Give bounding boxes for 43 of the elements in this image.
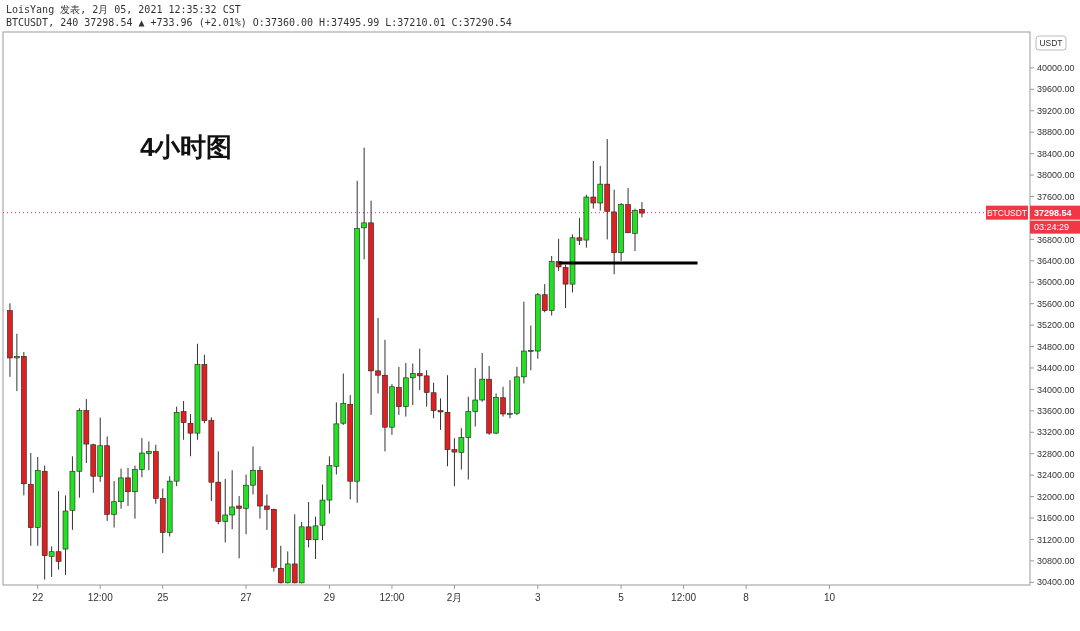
x-tick-label: 29	[323, 592, 336, 603]
x-tick-label: 25	[157, 592, 169, 603]
text: 4小时图	[140, 132, 233, 162]
ref-line-label: 37298.54	[1034, 207, 1072, 218]
y-tick-label: 34800.00	[1037, 341, 1075, 352]
y-tick-label: 36400.00	[1037, 255, 1075, 266]
x-tick-label: 12:00	[379, 592, 405, 603]
x-tick-label: 12:00	[87, 592, 114, 603]
y-tick-label: 35600.00	[1037, 298, 1075, 309]
y-tick-label: 30800.00	[1037, 556, 1075, 567]
y-tick-label: 30400.00	[1037, 577, 1075, 588]
chart-subtitle: BTCUSDT, 240 37298.54 ▲ +733.96 (+2.01%) O:37360.00 H:37495.99 L:37210.01 C:37290.54	[6, 17, 512, 28]
text: 03:24:29	[1034, 222, 1070, 233]
x-tick-label: 8	[743, 592, 750, 603]
x-tick-label: 12:00	[671, 592, 697, 603]
y-tick-label: 39200.00	[1037, 105, 1075, 116]
y-tick-label: 32800.00	[1037, 448, 1075, 459]
y-tick-label: 38800.00	[1037, 127, 1075, 138]
x-tick-label: 5	[618, 592, 625, 603]
y-tick-label: 34000.00	[1037, 384, 1075, 395]
x-tick-label: 27	[240, 592, 253, 603]
x-tick-label: 2月	[446, 592, 463, 603]
y-tick-label: 39600.00	[1037, 84, 1075, 95]
y-tick-label: 34400.00	[1037, 363, 1075, 374]
y-tick-label: 36000.00	[1037, 277, 1075, 288]
y-axis-title: USDT	[1039, 38, 1063, 48]
y-tick-label: 32400.00	[1037, 470, 1075, 481]
y-tick-label: 31600.00	[1037, 513, 1075, 524]
x-tick-label: 3	[534, 592, 541, 603]
text: LoisYang 发表, 2月 05, 2021 12:35:32 CST	[6, 4, 241, 15]
y-tick-label: 40000.00	[1037, 63, 1075, 74]
y-tick-label: 36800.00	[1037, 234, 1075, 245]
y-tick-label: 35200.00	[1037, 320, 1075, 331]
y-tick-label: 38400.00	[1037, 148, 1075, 159]
y-tick-label: 32000.00	[1037, 491, 1075, 502]
y-tick-label: 33200.00	[1037, 427, 1075, 438]
y-tick-label: 37600.00	[1037, 191, 1075, 202]
x-tick-label: 10	[823, 592, 836, 603]
y-tick-label: 33600.00	[1037, 406, 1075, 416]
x-tick-label: 22	[32, 592, 44, 603]
annotation: BTCUSDT	[986, 207, 1028, 218]
y-tick-label: 31200.00	[1037, 534, 1075, 545]
y-tick-label: 38000.00	[1037, 170, 1075, 181]
